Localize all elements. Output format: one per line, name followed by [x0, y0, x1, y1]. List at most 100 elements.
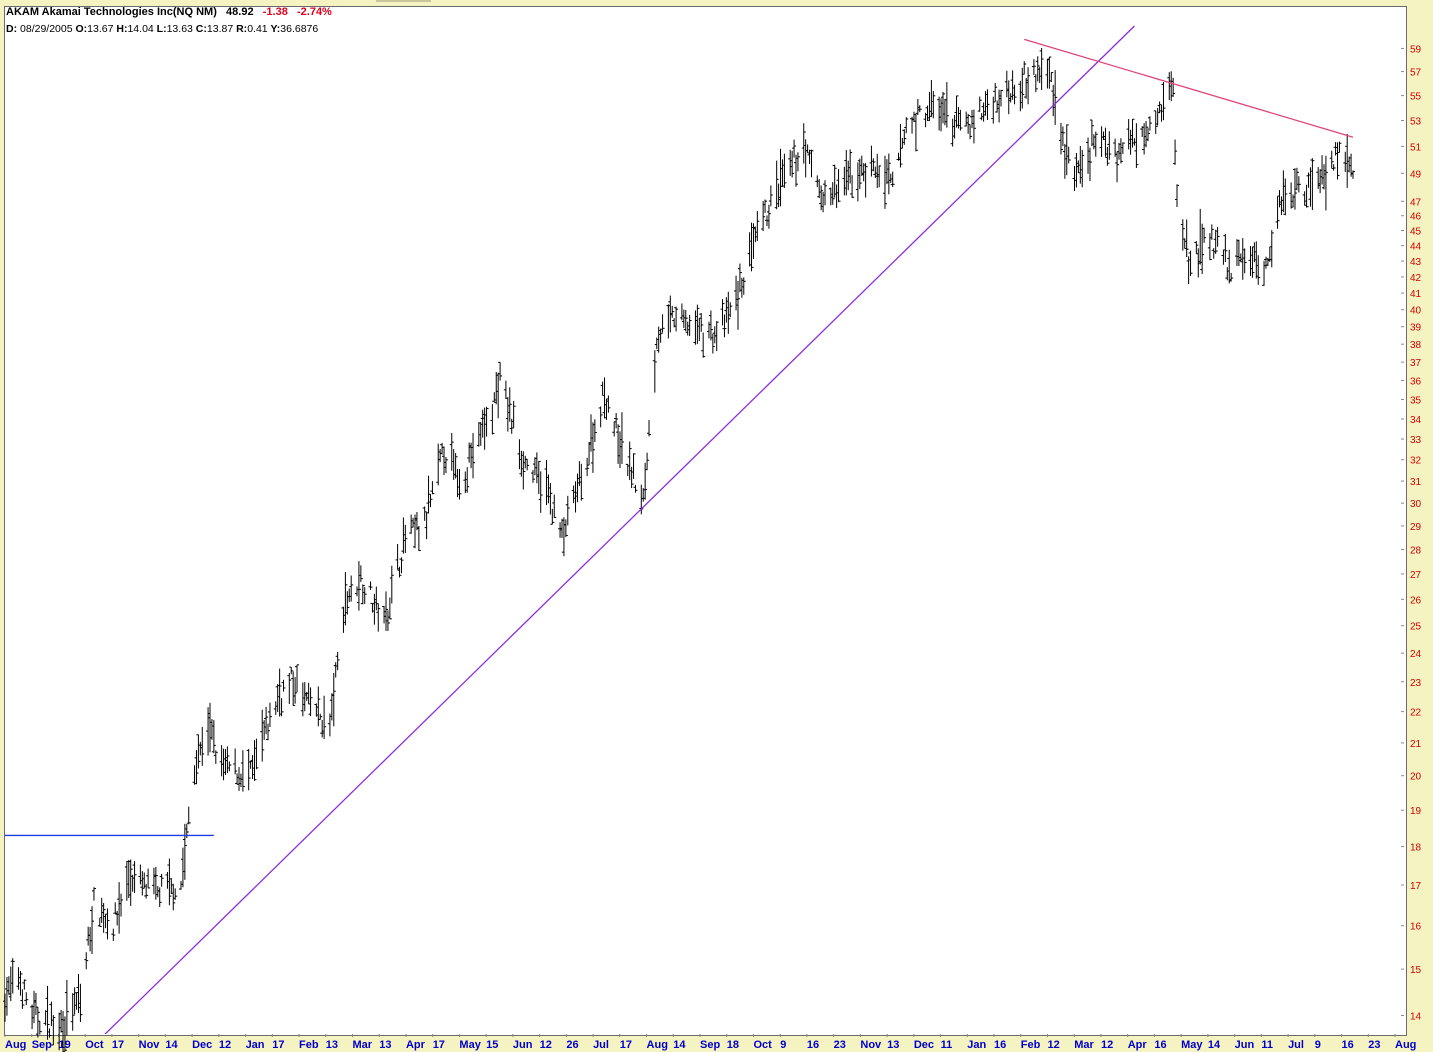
plot-area[interactable] — [4, 6, 1407, 1036]
x-tick-label: Sep — [700, 1039, 720, 1051]
x-tick-label: 16 — [1342, 1039, 1354, 1051]
y-tick-label: 27 — [1410, 570, 1422, 581]
x-tick-label: Apr — [1128, 1039, 1148, 1051]
x-tick-label: 13 — [379, 1039, 391, 1051]
y-tick-label: 43 — [1410, 257, 1422, 268]
y-tick-label: 29 — [1410, 522, 1422, 533]
y-tick-label: 25 — [1410, 622, 1422, 633]
x-tick-label: 11 — [1261, 1039, 1273, 1051]
x-tick-label: Nov — [860, 1039, 882, 1051]
y-tick-label: 34 — [1410, 415, 1422, 426]
x-tick-label: 9 — [1315, 1039, 1321, 1051]
y-tick-label: 23 — [1410, 678, 1422, 689]
y-tick-label: 38 — [1410, 340, 1422, 351]
y-tick-label: 37 — [1410, 358, 1422, 369]
y-tick-label: 18 — [1410, 843, 1422, 854]
x-tick-label: Jun — [1235, 1039, 1255, 1051]
tab-indicator — [376, 0, 431, 2]
close-value: 13.87 — [206, 23, 234, 35]
y-tick-label: 26 — [1410, 595, 1422, 606]
x-tick-label: Oct — [753, 1039, 772, 1051]
low-label: L: — [156, 23, 167, 35]
x-tick-label: 16 — [1154, 1039, 1166, 1051]
y-tick-label: 28 — [1410, 546, 1422, 557]
y-tick-label: 46 — [1410, 212, 1422, 223]
y-tick-label: 14 — [1410, 1012, 1422, 1023]
x-tick-label: 12 — [1101, 1039, 1113, 1051]
y-value: 36.6876 — [280, 23, 319, 35]
x-tick-label: Feb — [299, 1039, 319, 1051]
x-tick-label: Oct — [85, 1039, 104, 1051]
x-tick-label: Jan — [246, 1039, 265, 1051]
y-tick-label: 47 — [1410, 197, 1422, 208]
y-tick-label: 33 — [1410, 435, 1422, 446]
x-tick-label: Aug — [5, 1039, 26, 1051]
x-tick-label: May — [459, 1039, 481, 1051]
y-tick-label: 59 — [1410, 44, 1422, 55]
x-tick-label: Jul — [1288, 1039, 1304, 1051]
y-tick-label: 35 — [1410, 395, 1422, 406]
x-tick-label: 14 — [1208, 1039, 1221, 1051]
high-value: 14.04 — [127, 23, 154, 35]
range-value: 0.41 — [247, 23, 268, 35]
x-tick-label: Sep — [32, 1039, 52, 1051]
x-tick-label: 17 — [112, 1039, 124, 1051]
y-tick-label: 51 — [1410, 142, 1422, 153]
y-tick-label: 36 — [1410, 377, 1422, 388]
last-price: 48.92 — [226, 6, 254, 18]
y-tick-label: 40 — [1410, 306, 1422, 317]
x-tick-label: 26 — [566, 1039, 578, 1051]
x-tick-label: 16 — [994, 1039, 1006, 1051]
date-value: 08/29/2005 — [20, 23, 73, 35]
y-tick-label: 15 — [1410, 965, 1422, 976]
uptrend-trendline — [104, 25, 1135, 1034]
y-tick-label: 19 — [1410, 806, 1422, 817]
x-tick-label: 14 — [673, 1039, 686, 1051]
x-tick-label: 12 — [540, 1039, 552, 1051]
y-label: Y: — [270, 23, 281, 35]
y-tick-label: 30 — [1410, 499, 1422, 510]
x-tick-label: Mar — [1074, 1039, 1094, 1051]
y-tick-label: 39 — [1410, 323, 1422, 334]
x-tick-label: Mar — [353, 1039, 373, 1051]
y-tick-label: 41 — [1410, 289, 1422, 300]
ohlc-readout: D: 08/29/2005 O:13.67 H:14.04 L:13.63 C:… — [6, 23, 318, 35]
y-tick-label: 45 — [1410, 227, 1422, 238]
x-tick-label: 13 — [887, 1039, 899, 1051]
x-tick-label: May — [1181, 1039, 1203, 1051]
x-tick-label: 9 — [780, 1039, 786, 1051]
y-tick-label: 44 — [1410, 242, 1422, 253]
y-tick-label: 24 — [1410, 649, 1422, 660]
x-tick-label: 18 — [727, 1039, 739, 1051]
y-tick-label: 55 — [1410, 92, 1422, 103]
close-label: C: — [195, 23, 207, 35]
x-tick-label: 12 — [1048, 1039, 1060, 1051]
x-tick-label: Dec — [914, 1039, 934, 1051]
y-tick-label: 22 — [1410, 708, 1422, 719]
open-value: 13.67 — [87, 23, 114, 35]
y-tick-label: 20 — [1410, 772, 1422, 783]
open-label: O: — [75, 23, 88, 35]
y-tick-label: 49 — [1410, 169, 1422, 180]
date-label: D: — [6, 23, 18, 35]
x-tick-label: Aug — [1395, 1039, 1416, 1051]
y-tick-label: 42 — [1410, 273, 1422, 284]
x-tick-label: Aug — [647, 1039, 668, 1051]
x-tick-label: 12 — [219, 1039, 231, 1051]
x-tick-label: 15 — [486, 1039, 498, 1051]
x-tick-label: 13 — [326, 1039, 338, 1051]
x-tick-label: 16 — [807, 1039, 819, 1051]
x-tick-label: 23 — [834, 1039, 846, 1051]
x-tick-label: Apr — [406, 1039, 426, 1051]
x-tick-label: Jul — [593, 1039, 609, 1051]
x-tick-label: 17 — [620, 1039, 632, 1051]
price-change: -1.38 — [262, 6, 288, 18]
x-tick-label: 14 — [165, 1039, 178, 1051]
range-label: R: — [236, 23, 248, 35]
x-tick-label: Feb — [1021, 1039, 1041, 1051]
chart-title-line: AKAM Akamai Technologies Inc(NQ NM) 48.9… — [6, 6, 332, 18]
y-tick-label: 32 — [1410, 456, 1422, 467]
x-tick-label: 17 — [433, 1039, 445, 1051]
